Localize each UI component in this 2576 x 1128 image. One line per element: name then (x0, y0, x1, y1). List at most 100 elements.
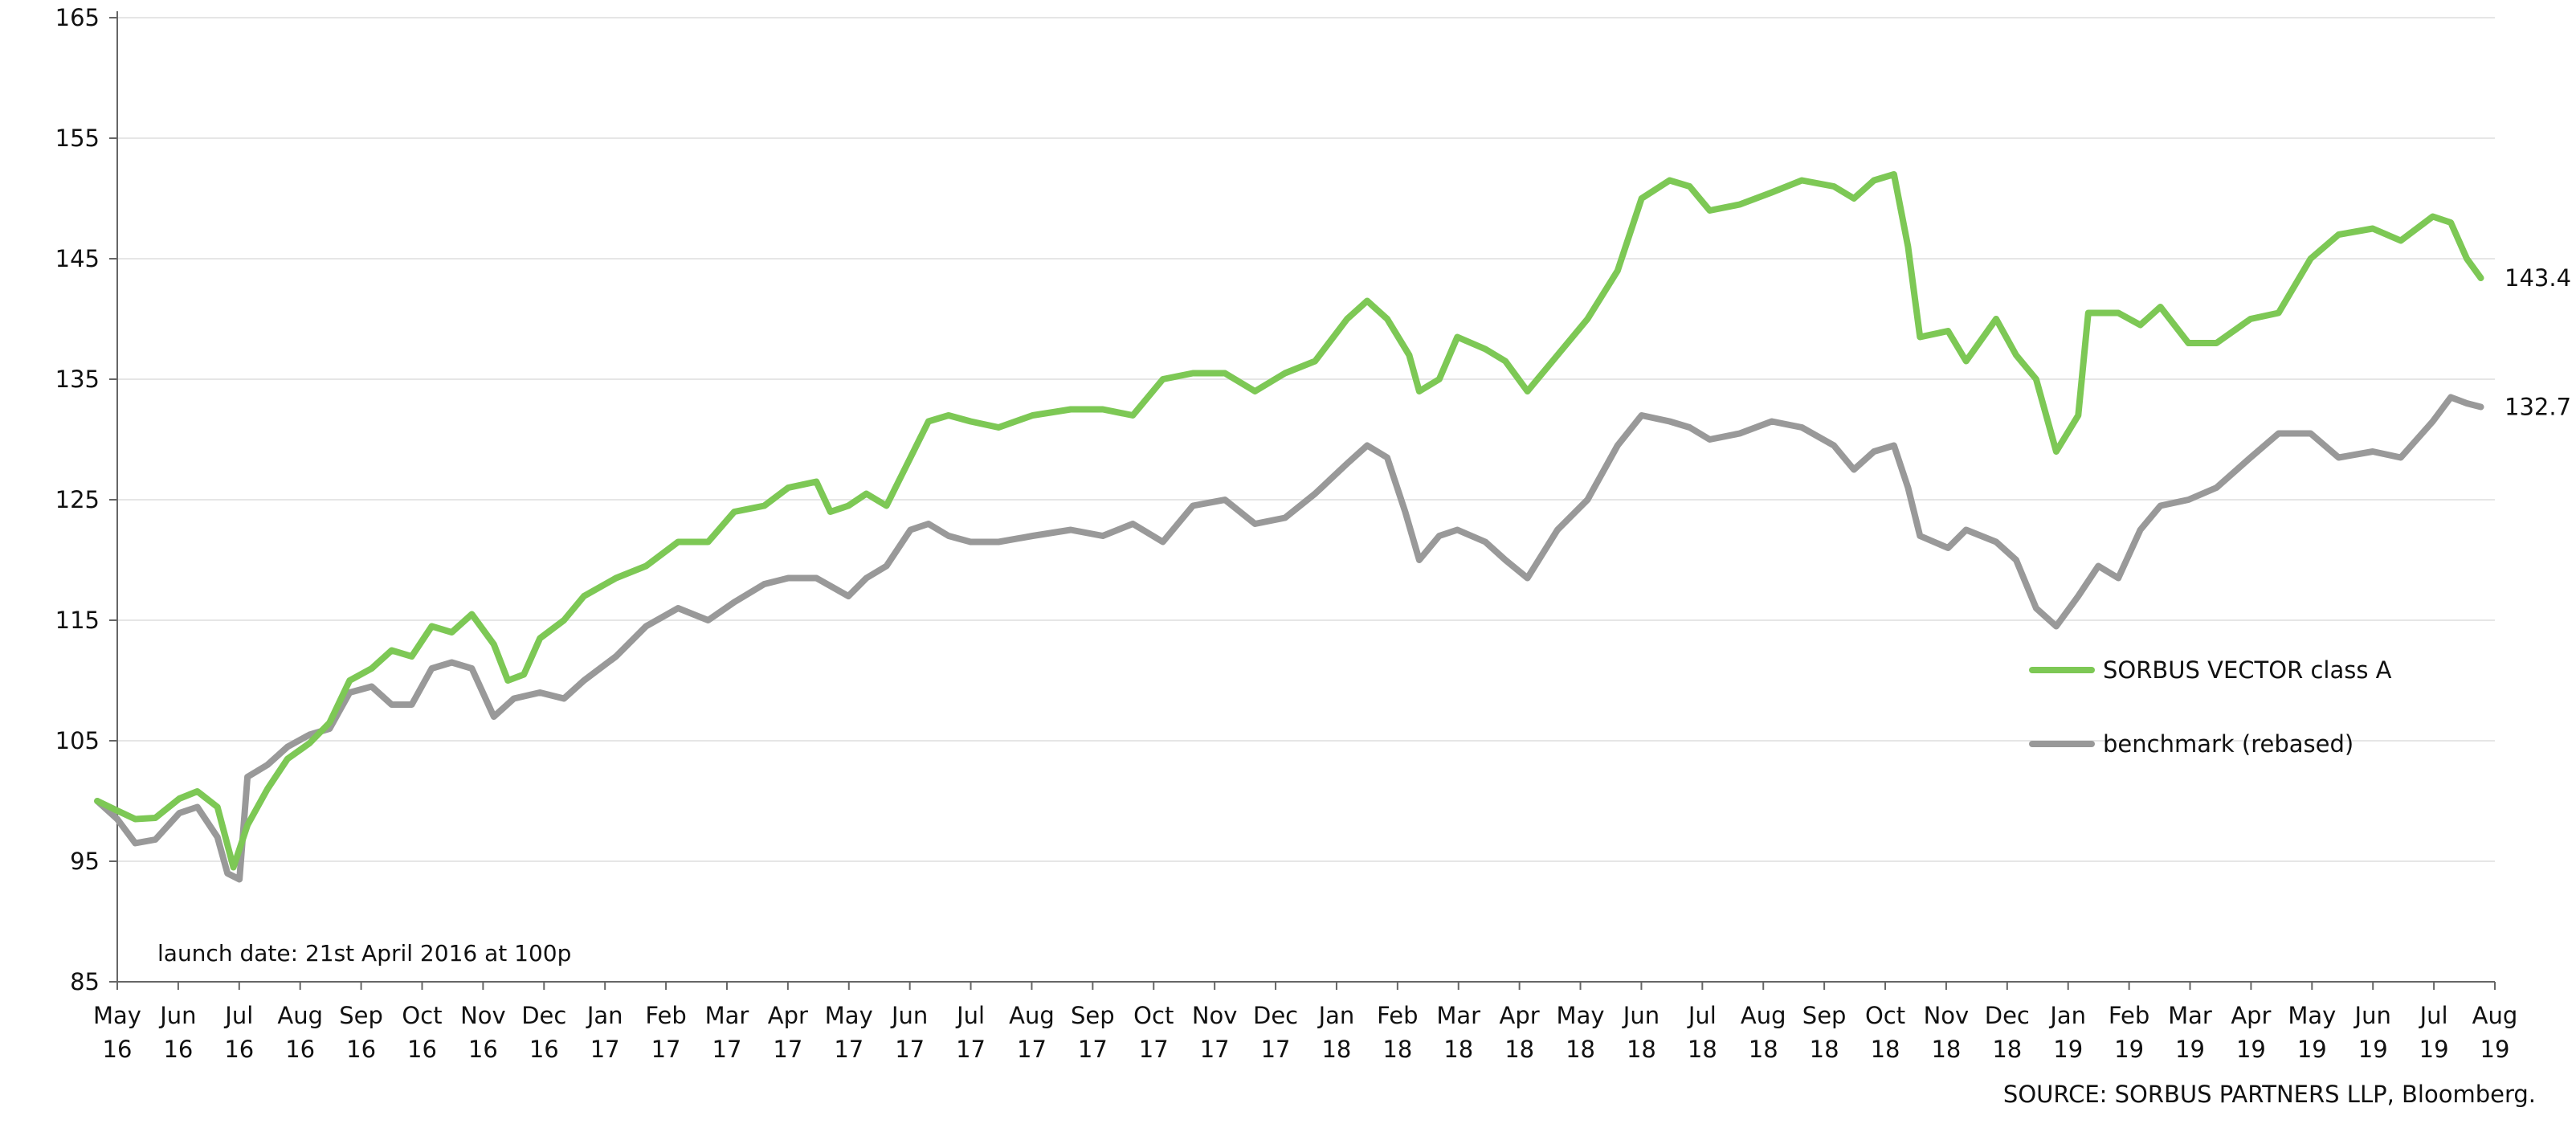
x-tick-year: 18 (1321, 1036, 1351, 1063)
x-tick-year: 16 (224, 1036, 254, 1063)
x-tick-year: 18 (1382, 1036, 1412, 1063)
y-tick-label: 105 (55, 727, 100, 754)
x-tick-year: 18 (1871, 1036, 1900, 1063)
x-tick-month: Nov (1924, 1002, 1970, 1029)
series-line-benchmark-rebased (94, 394, 2484, 883)
x-tick-month: Jul (2419, 1002, 2448, 1029)
x-tick-month: Mar (705, 1002, 749, 1029)
series-line-sorbus-vector-class-a (94, 171, 2484, 871)
x-tick-month: Sep (1071, 1002, 1115, 1029)
x-tick-month: Mar (1436, 1002, 1480, 1029)
x-tick-month: Jun (158, 1002, 196, 1029)
x-tick-year: 17 (834, 1036, 863, 1063)
x-tick-month: Jan (1317, 1002, 1355, 1029)
x-tick-year: 17 (895, 1036, 925, 1063)
gridlines (117, 17, 2495, 862)
x-tick-month: Nov (460, 1002, 506, 1029)
x-tick-month: Feb (645, 1002, 686, 1029)
x-tick-month: May (1557, 1002, 1605, 1029)
x-tick-year: 18 (1504, 1036, 1534, 1063)
x-tick-year: 19 (2358, 1036, 2388, 1063)
x-tick-year: 18 (1749, 1036, 1778, 1063)
x-tick-month: Jun (2354, 1002, 2391, 1029)
x-tick-year: 19 (2053, 1036, 2083, 1063)
x-tick-month: Dec (521, 1002, 566, 1029)
x-tick-year: 17 (1200, 1036, 1230, 1063)
x-tick-year: 18 (1688, 1036, 1717, 1063)
x-tick-month: Jul (1687, 1002, 1717, 1029)
x-tick-month: Apr (2231, 1002, 2271, 1029)
x-tick-year: 18 (1443, 1036, 1473, 1063)
end-value-labels: 143.4 132.7 (2505, 264, 2571, 421)
x-tick-month: Apr (768, 1002, 808, 1029)
y-tick-label: 145 (55, 245, 100, 272)
end-value-label: 143.4 (2505, 264, 2571, 292)
x-tick-year: 19 (2114, 1036, 2144, 1063)
x-tick-month: Oct (1865, 1002, 1905, 1029)
x-tick-month: Feb (1377, 1002, 1418, 1029)
x-tick-year: 16 (407, 1036, 437, 1063)
x-tick-month: Mar (2168, 1002, 2212, 1029)
x-tick-year: 17 (1261, 1036, 1291, 1063)
x-tick-year: 18 (1931, 1036, 1961, 1063)
legend: SORBUS VECTOR class A benchmark (rebased) (2029, 656, 2392, 758)
y-tick-label: 165 (55, 4, 100, 31)
x-tick-year: 19 (2236, 1036, 2266, 1063)
x-tick-month: Jul (223, 1002, 253, 1029)
launch-date-annotation: launch date: 21st April 2016 at 100p (157, 940, 571, 967)
x-tick-year: 17 (1078, 1036, 1108, 1063)
x-tick-month: Jun (890, 1002, 928, 1029)
x-tick-year: 16 (346, 1036, 376, 1063)
series-lines (94, 171, 2484, 883)
legend-label: benchmark (rebased) (2103, 730, 2354, 758)
x-tick-year: 17 (1139, 1036, 1169, 1063)
x-tick-month: Aug (1741, 1002, 1786, 1029)
x-tick-month: Jan (2048, 1002, 2086, 1029)
x-tick-month: Aug (1009, 1002, 1055, 1029)
x-tick-year: 17 (773, 1036, 802, 1063)
x-tick-year: 16 (468, 1036, 498, 1063)
y-tick-label: 115 (55, 607, 100, 634)
y-tick-label: 125 (55, 486, 100, 513)
x-tick-month: Feb (2109, 1002, 2149, 1029)
x-tick-year: 18 (1627, 1036, 1656, 1063)
x-tick-month: Jun (1622, 1002, 1659, 1029)
x-tick-year: 17 (651, 1036, 681, 1063)
x-tick-month: Oct (1133, 1002, 1174, 1029)
x-tick-month: May (825, 1002, 873, 1029)
x-tick-month: May (93, 1002, 141, 1029)
x-tick-month: Jul (955, 1002, 985, 1029)
y-tick-labels: 85 95 105 115 125 135 145 155 165 (55, 4, 100, 995)
x-tick-year: 18 (1810, 1036, 1839, 1063)
x-tick-month: Oct (402, 1002, 442, 1029)
x-tick-month: Sep (1802, 1002, 1847, 1029)
y-tick-label: 85 (70, 968, 100, 995)
x-tick-month: Jan (586, 1002, 623, 1029)
x-tick-year: 17 (956, 1036, 986, 1063)
x-tick-year: 18 (1992, 1036, 2022, 1063)
x-tick-year: 16 (529, 1036, 559, 1063)
x-tick-month: May (2288, 1002, 2336, 1029)
y-tick-label: 95 (70, 848, 100, 875)
x-tick-month: Nov (1192, 1002, 1238, 1029)
source-note: SOURCE: SORBUS PARTNERS LLP, Bloomberg. (2003, 1081, 2536, 1108)
x-tick-month: Dec (1253, 1002, 1298, 1029)
legend-label: SORBUS VECTOR class A (2103, 656, 2392, 684)
x-tick-year: 17 (1017, 1036, 1047, 1063)
x-tick-year: 19 (2297, 1036, 2327, 1063)
x-tick-year: 17 (712, 1036, 742, 1063)
x-tick-month: Aug (277, 1002, 323, 1029)
y-tick-label: 155 (55, 125, 100, 152)
y-tick-label: 135 (55, 366, 100, 393)
x-tick-labels: May 16 Jun 16 Jul 16 Aug 16 Sep 16 Oct 16 Nov 16 Dec 16… (93, 1002, 2517, 1063)
x-tick-year: 19 (2480, 1036, 2510, 1063)
x-tick-year: 19 (2175, 1036, 2205, 1063)
x-tick-year: 19 (2419, 1036, 2449, 1063)
x-tick-year: 16 (103, 1036, 133, 1063)
x-tick-month: Apr (1500, 1002, 1540, 1029)
x-tick-month: Sep (339, 1002, 383, 1029)
x-tick-year: 16 (285, 1036, 315, 1063)
x-tick-year: 17 (590, 1036, 620, 1063)
x-tick-year: 16 (163, 1036, 193, 1063)
